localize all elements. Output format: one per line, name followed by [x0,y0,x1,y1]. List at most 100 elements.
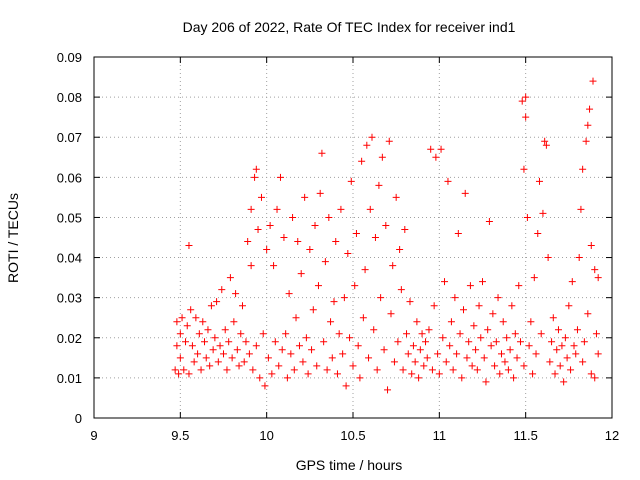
data-point [252,342,260,350]
y-tick-label: 0.06 [57,170,82,185]
data-point [342,382,350,390]
data-point [306,246,314,254]
data-point [299,358,307,366]
data-point [460,306,468,314]
x-tick-label: 10.5 [340,428,365,443]
data-point [465,338,473,346]
data-point [556,362,564,370]
data-point [187,306,195,314]
data-point [568,278,576,286]
data-point [503,334,511,342]
data-point [384,386,392,394]
x-tick-label: 9 [90,428,97,443]
data-point [264,354,272,362]
data-point [195,330,203,338]
data-point [390,358,398,366]
data-point [475,302,483,310]
data-point [497,350,505,358]
data-point [434,350,442,358]
data-point [591,374,599,382]
data-point [352,229,360,237]
data-point [411,358,419,366]
data-point [223,366,231,374]
data-point [320,338,328,346]
data-point [201,338,209,346]
data-point [261,382,269,390]
data-point [389,262,397,270]
data-point [361,266,369,274]
data-point [344,250,352,258]
x-tick-label: 11 [433,428,447,443]
data-point [197,366,205,374]
data-point [377,294,385,302]
x-tick-label: 11.5 [513,428,537,443]
data-point [544,254,552,262]
data-point [422,338,430,346]
data-point [549,314,557,322]
data-point [573,326,581,334]
data-point [513,354,521,362]
data-point [176,354,184,362]
data-point [591,266,599,274]
data-point [582,137,590,145]
data-point [337,205,345,213]
data-point [432,153,440,161]
data-point [375,181,383,189]
data-point [594,350,602,358]
data-point [204,326,212,334]
data-point [221,326,229,334]
data-point [558,342,566,350]
data-point [561,334,569,342]
data-point [182,338,190,346]
data-point [494,294,502,302]
data-point [427,145,435,153]
data-point [218,286,226,294]
data-point [340,294,348,302]
x-tick-labels: 9 9.5 10 10.5 11 11.5 12 [90,428,619,443]
data-point [504,366,512,374]
data-point [587,370,595,378]
data-point [275,362,283,370]
data-point [523,213,531,221]
data-point [594,274,602,282]
data-point [356,374,364,382]
data-point [238,302,246,310]
data-point [259,330,267,338]
x-tick-label: 12 [605,428,619,443]
data-point [406,298,414,306]
data-point [185,242,193,250]
chart-title: Day 206 of 2022, Rate Of TEC Index for r… [183,19,516,35]
data-point [363,141,371,149]
data-point [190,358,198,366]
data-point [430,302,438,310]
data-point [418,330,426,338]
data-point [237,330,245,338]
data-point [565,302,573,310]
data-point [392,193,400,201]
data-point [330,298,338,306]
data-point [515,282,523,290]
data-point [587,242,595,250]
data-point [501,358,509,366]
data-point [242,338,250,346]
x-tick-label: 10 [259,428,273,443]
data-point [321,258,329,266]
data-point [403,330,411,338]
data-point [396,246,404,254]
data-point [535,177,543,185]
y-tick-label: 0.09 [57,50,82,65]
data-point [214,358,222,366]
data-point [442,358,450,366]
y-tick-label: 0.02 [57,331,82,346]
data-point [273,205,281,213]
y-tick-label: 0.03 [57,291,82,306]
data-point [371,234,379,241]
data-point [347,177,355,185]
data-point [333,370,341,378]
data-point [354,342,362,350]
data-point [254,225,262,233]
data-point [397,286,405,294]
data-point [447,318,455,326]
data-point [216,342,224,350]
